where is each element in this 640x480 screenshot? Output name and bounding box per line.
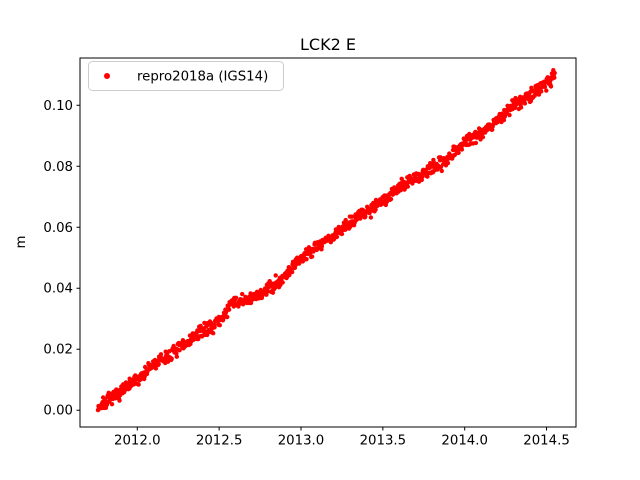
data-point	[217, 323, 222, 328]
axes-frame	[79, 57, 577, 428]
data-point	[368, 215, 374, 220]
data-point	[456, 150, 461, 155]
data-point	[319, 244, 325, 249]
data-point	[117, 398, 122, 403]
x-tick-label: 2013.0	[278, 434, 325, 449]
x-tick-label: 2014.5	[523, 434, 570, 449]
data-point	[212, 325, 217, 330]
data-point	[273, 273, 278, 278]
data-point	[388, 196, 394, 202]
data-point	[542, 84, 548, 90]
data-point	[165, 359, 171, 364]
legend-box	[88, 61, 284, 91]
data-point	[420, 174, 425, 180]
data-point	[243, 294, 248, 300]
data-point	[518, 105, 524, 110]
y-tick-label: 0.08	[43, 160, 73, 175]
data-point	[349, 214, 354, 219]
ticks-layer: 2012.0 2012.5 2013.0 2013.5 2014.0 2014.5 0.00…	[43, 99, 569, 449]
data-point	[177, 348, 182, 353]
data-point	[373, 207, 378, 212]
data-point	[270, 290, 276, 295]
data-point	[233, 295, 239, 300]
data-point	[225, 314, 230, 320]
data-point	[473, 140, 479, 146]
data-point	[339, 231, 345, 237]
data-point	[158, 352, 164, 357]
x-tick-label: 2013.5	[360, 434, 407, 449]
data-point	[136, 382, 141, 387]
data-point	[221, 315, 226, 321]
data-point	[334, 234, 340, 240]
data-point	[248, 300, 254, 306]
data-point	[289, 269, 295, 275]
chart-title: LCK2 E	[300, 35, 356, 54]
data-point	[439, 168, 444, 174]
data-point	[552, 70, 557, 76]
data-point	[240, 291, 245, 297]
data-point	[544, 88, 549, 93]
legend: repro2018a (IGS14)	[88, 61, 284, 91]
data-point	[109, 402, 115, 407]
data-point	[425, 174, 430, 179]
data-point	[405, 184, 410, 189]
scatter-series	[95, 68, 557, 413]
data-point	[292, 265, 298, 270]
data-point	[548, 84, 554, 89]
data-point	[309, 254, 315, 259]
data-point	[343, 217, 348, 223]
data-point	[552, 75, 557, 80]
data-point	[398, 188, 403, 193]
data-point	[280, 280, 285, 285]
data-point	[522, 101, 528, 106]
data-point	[174, 354, 179, 359]
data-point	[153, 366, 159, 371]
x-tick-label: 2014.0	[441, 434, 488, 449]
data-point	[539, 89, 544, 94]
data-point	[507, 112, 512, 118]
data-point	[226, 307, 232, 312]
data-point	[445, 160, 451, 166]
data-point	[156, 361, 161, 367]
legend-label: repro2018a (IGS14)	[137, 70, 268, 85]
legend-marker-icon	[104, 73, 110, 79]
y-tick-label: 0.00	[43, 404, 73, 419]
data-point	[142, 364, 148, 370]
data-point	[480, 134, 486, 140]
data-point	[174, 351, 179, 356]
data-point	[211, 331, 216, 336]
data-point	[501, 117, 507, 123]
data-point	[363, 214, 368, 219]
data-point	[265, 289, 270, 294]
data-point	[459, 147, 465, 152]
x-tick-label: 2012.5	[196, 434, 243, 449]
data-point	[512, 105, 518, 111]
data-point	[169, 356, 174, 361]
x-tick-label: 2012.0	[114, 434, 161, 449]
y-tick-label: 0.02	[43, 343, 73, 358]
y-tick-label: 0.10	[43, 99, 73, 114]
data-point	[304, 257, 309, 262]
y-tick-label: 0.04	[43, 282, 73, 297]
y-tick-label: 0.06	[43, 221, 73, 236]
